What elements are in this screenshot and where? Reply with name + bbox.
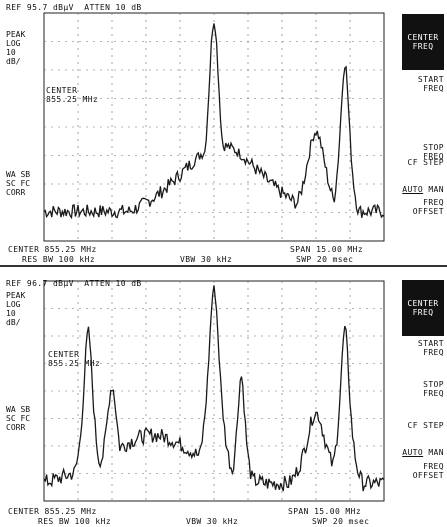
softkey-start-freq[interactable]: START FREQ xyxy=(417,339,444,357)
status-annotations: WA SB SC FC CORR xyxy=(6,170,31,197)
cf-step-man-option: MAN xyxy=(428,185,444,194)
softkey-center-freq[interactable]: CENTER FREQ xyxy=(402,280,444,336)
softkey-freq-offset[interactable]: FREQ OFFSET xyxy=(412,462,444,480)
ref-level-readout: REF 96.7 dBµV ATTEN 10 dB xyxy=(6,279,142,288)
softkey-cf-step[interactable]: CF STEP AUTO MAN xyxy=(402,421,444,457)
spectrum-trace-top xyxy=(43,23,385,220)
status-annotations: WA SB SC FC CORR xyxy=(6,405,31,432)
vbw-footer: VBW 30 kHz xyxy=(180,255,233,264)
graticule-top xyxy=(43,12,385,242)
softkey-cf-step[interactable]: CF STEP AUTO MAN xyxy=(402,158,444,194)
cf-step-auto-option: AUTO xyxy=(402,448,424,457)
rbw-footer: RES BW 100 kHz xyxy=(38,517,112,526)
vbw-footer: VBW 30 kHz xyxy=(186,517,239,526)
rbw-footer: RES BW 100 kHz xyxy=(22,255,96,264)
spectrum-screen-bottom xyxy=(43,280,385,502)
sweep-footer: SWP 20 msec xyxy=(296,255,354,264)
softkey-stop-freq[interactable]: STOP FREQ xyxy=(423,380,444,398)
spectrum-panel-top: REF 95.7 dBµV ATTEN 10 dB PEAK LOG 10 dB… xyxy=(6,3,444,264)
softkey-freq-offset[interactable]: FREQ OFFSET xyxy=(412,198,444,216)
softkey-stop-freq[interactable]: STOP FREQ xyxy=(423,143,444,161)
spectrum-trace-bottom xyxy=(43,285,385,492)
scale-readout: PEAK LOG 10 dB/ xyxy=(6,30,26,66)
span-footer: SPAN 15.00 MHz xyxy=(290,245,364,254)
center-marker-label: CENTER 855.25 MHz xyxy=(46,86,99,104)
center-marker-label: CENTER 855.25 MHz xyxy=(48,350,101,368)
ref-level-readout: REF 95.7 dBµV ATTEN 10 dB xyxy=(6,3,142,12)
scale-readout: PEAK LOG 10 dB/ xyxy=(6,291,26,327)
span-footer: SPAN 15.00 MHz xyxy=(288,507,362,516)
center-freq-footer: CENTER 855.25 MHz xyxy=(8,245,97,254)
softkey-start-freq[interactable]: START FREQ xyxy=(417,75,444,93)
screen-divider xyxy=(0,265,447,267)
center-freq-footer: CENTER 855.25 MHz xyxy=(8,507,97,516)
sweep-footer: SWP 20 msec xyxy=(312,517,370,526)
spectrum-screen-top xyxy=(43,12,385,242)
graticule-bottom xyxy=(43,280,385,502)
spectrum-panel-bottom: REF 96.7 dBµV ATTEN 10 dB PEAK LOG 10 dB… xyxy=(0,268,447,527)
cf-step-auto-option: AUTO xyxy=(402,185,424,194)
cf-step-man-option: MAN xyxy=(428,448,444,457)
softkey-center-freq[interactable]: CENTER FREQ xyxy=(402,14,444,70)
